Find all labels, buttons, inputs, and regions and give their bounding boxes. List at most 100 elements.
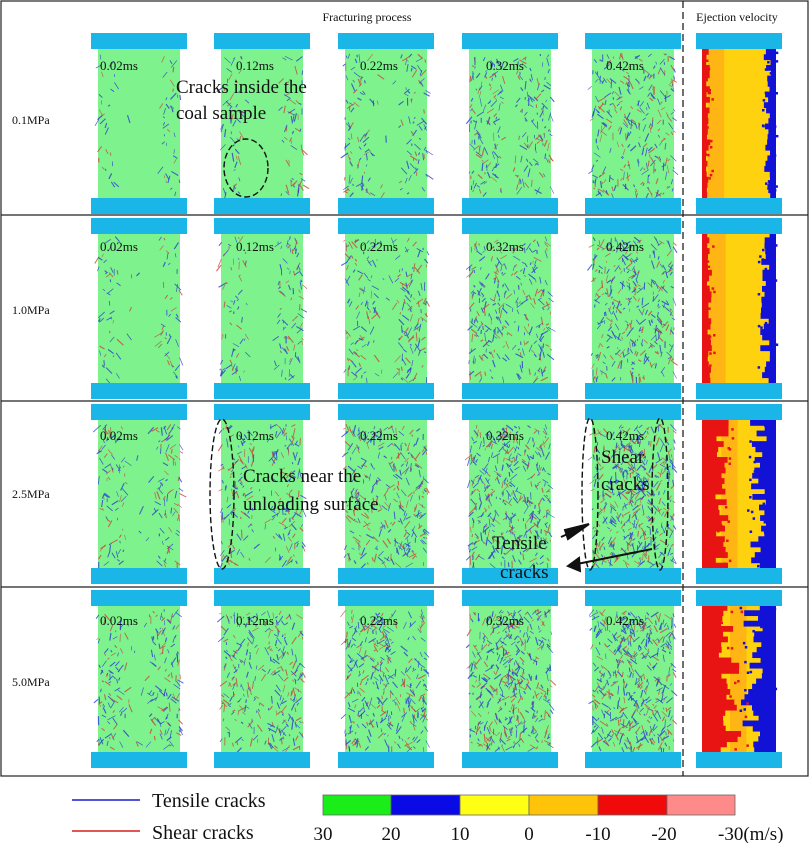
- annotation-tensile: Tensile: [492, 533, 547, 554]
- top-platen: [585, 404, 681, 420]
- top-platen: [214, 218, 310, 234]
- bottom-platen: [462, 383, 558, 399]
- annotation-cracks-inside: Cracks inside the: [176, 77, 307, 98]
- crack-network: [216, 55, 310, 201]
- bottom-platen: [696, 383, 782, 399]
- bottom-platen: [338, 383, 434, 399]
- bottom-platen: [214, 383, 310, 399]
- crack-network: [340, 609, 430, 757]
- bottom-platen: [585, 752, 681, 768]
- time-label: 0.42ms: [606, 428, 644, 443]
- annotation-cracks-near: Cracks near the: [243, 466, 361, 487]
- coal-sample: [585, 33, 681, 214]
- bottom-platen: [696, 198, 782, 214]
- annotation-cracks-inside: coal sample: [176, 103, 266, 124]
- colorbar-segment: [666, 794, 736, 816]
- coal-sample: [585, 218, 681, 399]
- colorbar-tick-label: 30: [314, 824, 333, 843]
- time-label: 0.22ms: [360, 613, 398, 628]
- figure-frame: [0, 0, 809, 777]
- tensile-legend-label: Tensile cracks: [152, 790, 266, 812]
- coal-sample: [91, 218, 187, 399]
- crack-network: [465, 53, 555, 197]
- annotation-tensile: cracks: [500, 562, 549, 583]
- top-platen: [585, 590, 681, 606]
- top-platen: [91, 404, 187, 420]
- coal-sample: [462, 590, 558, 768]
- coal-sample: [214, 33, 310, 214]
- colorbar-segment: [390, 794, 461, 816]
- top-platen: [338, 590, 434, 606]
- time-label: 0.12ms: [236, 613, 274, 628]
- time-label: 0.32ms: [486, 239, 524, 254]
- crack-network: [94, 236, 184, 386]
- sample-body: [592, 49, 674, 198]
- bottom-platen: [585, 568, 681, 584]
- sample-body: [221, 232, 303, 383]
- colorbar-segment: [322, 794, 392, 816]
- ejection-velocity-sample: [696, 218, 782, 399]
- colorbar-tick-label: -20: [651, 824, 676, 843]
- colorbar-tick-label: -30(m/s): [718, 824, 783, 843]
- bottom-platen: [462, 198, 558, 214]
- top-platen: [214, 33, 310, 49]
- crack-highlight-ellipse: [209, 418, 235, 570]
- time-label: 0.22ms: [360, 239, 398, 254]
- sample-grid: [91, 33, 681, 768]
- crack-highlight-ellipse: [581, 417, 599, 571]
- pressure-label: 2.5MPa: [12, 487, 50, 501]
- bottom-platen: [91, 198, 187, 214]
- coal-sample: [214, 218, 310, 399]
- top-platen: [214, 590, 310, 606]
- crack-network: [94, 54, 182, 197]
- time-labels-row-2: 0.02ms 0.12ms 0.22ms 0.32ms 0.42ms: [100, 239, 644, 254]
- top-platen: [462, 33, 558, 49]
- crack-network: [464, 424, 555, 573]
- colorbar-segment: [597, 794, 668, 816]
- ejection-velocity-title: Ejection velocity: [696, 10, 778, 24]
- time-label: 0.32ms: [486, 613, 524, 628]
- bottom-platen: [214, 752, 310, 768]
- colorbar-tick-label: 10: [451, 824, 470, 843]
- crack-network: [465, 608, 557, 753]
- time-label: 0.02ms: [100, 613, 138, 628]
- bottom-platen: [338, 198, 434, 214]
- top-platen: [696, 590, 782, 606]
- crack-network: [92, 423, 187, 570]
- coal-sample: [585, 590, 681, 768]
- pressure-label: 5.0MPa: [12, 675, 50, 689]
- time-label: 0.22ms: [360, 58, 398, 73]
- time-labels-row-4: 0.02ms 0.12ms 0.22ms 0.32ms 0.42ms: [100, 613, 644, 628]
- top-platen: [585, 218, 681, 234]
- sample-body: [98, 605, 180, 752]
- top-platen: [696, 218, 782, 234]
- crack-network: [216, 610, 306, 755]
- top-platen: [696, 33, 782, 49]
- shear-legend-label: Shear cracks: [152, 822, 254, 843]
- coal-sample: [338, 590, 434, 768]
- coal-sample: [585, 404, 681, 584]
- crack-network: [215, 236, 308, 381]
- time-labels-row-3: 0.02ms 0.12ms 0.22ms 0.32ms 0.42ms: [100, 428, 644, 443]
- sample-body: [345, 232, 427, 383]
- bottom-platen: [214, 198, 310, 214]
- top-platen: [462, 404, 558, 420]
- crack-network: [587, 236, 678, 386]
- time-labels-row-1: 0.02ms 0.12ms 0.22ms 0.32ms 0.42ms: [100, 58, 644, 73]
- bottom-platen: [91, 752, 187, 768]
- time-label: 0.12ms: [236, 239, 274, 254]
- coal-sample: [462, 404, 558, 584]
- coal-sample: [338, 218, 434, 399]
- top-platen: [91, 33, 187, 49]
- coal-sample: [462, 33, 558, 214]
- top-platen: [91, 590, 187, 606]
- top-platen: [696, 404, 782, 420]
- ejection-velocity-sample: [696, 404, 782, 584]
- sample-body: [469, 420, 551, 568]
- time-label: 0.12ms: [236, 58, 274, 73]
- coal-sample: [338, 33, 434, 214]
- colorbar-tick-label: 20: [382, 824, 401, 843]
- colorbar-tick-label: -10: [585, 824, 610, 843]
- colorbar-tick-labels: 30 20 10 0 -10 -20 -30(m/s): [314, 824, 784, 843]
